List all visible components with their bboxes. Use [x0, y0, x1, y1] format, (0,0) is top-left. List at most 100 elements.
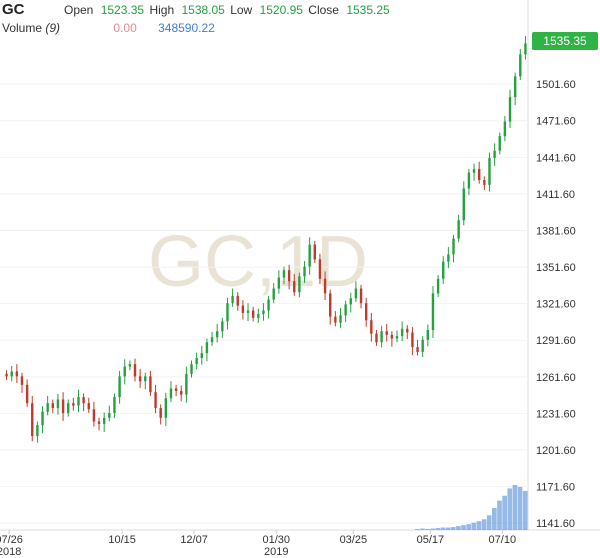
- x-tick-label: 03/25: [340, 534, 368, 546]
- candle-body: [421, 339, 424, 352]
- candle-body: [298, 276, 301, 293]
- volume-value-1: 0.00: [113, 21, 137, 35]
- volume-bar: [512, 485, 518, 530]
- candle-body: [354, 288, 358, 299]
- candle-body: [390, 334, 394, 339]
- candle-body: [467, 172, 471, 189]
- candle-body: [447, 254, 450, 262]
- close-label: Close: [308, 3, 339, 17]
- candle-body: [318, 259, 322, 279]
- candle-body: [344, 304, 347, 316]
- candle-body: [370, 320, 373, 334]
- candle-body: [457, 220, 460, 239]
- y-tick-label: 1201.60: [536, 445, 576, 457]
- low-value: 1520.95: [259, 3, 303, 17]
- x-tick-year: 2018: [0, 546, 21, 558]
- volume-bar: [461, 525, 466, 530]
- candle-body: [200, 353, 203, 359]
- candle-body: [77, 397, 80, 406]
- candle-body: [231, 295, 234, 304]
- volume-bar: [456, 526, 461, 530]
- candle-body: [257, 314, 260, 318]
- candle-body: [205, 342, 209, 354]
- volume-bar: [450, 527, 456, 530]
- candle-body: [133, 364, 137, 377]
- candle-body: [108, 412, 111, 418]
- candle-body: [426, 330, 430, 340]
- x-tick-label: 10/15: [108, 534, 136, 546]
- y-tick-label: 1141.60: [536, 518, 575, 530]
- y-tick-label: 1381.60: [536, 225, 576, 237]
- volume-bar: [497, 500, 502, 530]
- candle-body: [123, 366, 126, 377]
- volume-bar: [492, 507, 497, 530]
- x-tick-label: 07/10: [489, 534, 517, 546]
- volume-bar: [471, 522, 477, 530]
- candle-body: [185, 373, 188, 395]
- candle-body: [149, 376, 152, 393]
- candle-body: [236, 295, 239, 306]
- candle-body: [267, 299, 270, 311]
- candle-body: [25, 384, 29, 404]
- volume-bar: [466, 524, 471, 530]
- candle-body: [226, 303, 229, 322]
- candle-body: [87, 403, 90, 410]
- volume-period: (9): [45, 21, 61, 35]
- x-tick-label: 05/17: [417, 534, 445, 546]
- candle-body: [164, 398, 168, 418]
- y-tick-label: 1501.60: [536, 79, 576, 91]
- candle-body: [329, 293, 332, 317]
- candle-body: [385, 331, 388, 335]
- candle-body: [61, 399, 65, 413]
- volume-bar: [420, 528, 425, 530]
- candle-body: [308, 244, 311, 267]
- y-tick-label: 1231.60: [536, 408, 576, 420]
- volume-bar: [425, 529, 430, 530]
- volume-label: Volume: [2, 21, 43, 35]
- candle-body: [498, 136, 501, 151]
- candle-body: [241, 305, 245, 313]
- candle-body: [339, 315, 342, 323]
- ohlc-header: GC: [2, 1, 25, 18]
- volume-bar: [435, 528, 441, 530]
- watermark: GC,1D: [148, 222, 368, 302]
- x-tick-label: 07/26: [0, 534, 23, 546]
- y-axis: 1501.60 1471.60 1441.60 1411.60 1381.60 1351.…: [536, 79, 576, 530]
- candle-body: [524, 43, 527, 55]
- candle-body: [442, 261, 445, 279]
- candle-body: [180, 390, 183, 395]
- volume-bar: [502, 495, 507, 530]
- y-tick-label: 1291.60: [536, 335, 576, 347]
- candle-body: [251, 310, 255, 318]
- candle-body: [154, 392, 157, 409]
- candle-body: [246, 310, 250, 313]
- candle-body: [174, 388, 178, 391]
- candle-body: [416, 347, 419, 352]
- candle-body: [411, 332, 414, 348]
- candle-body: [395, 336, 399, 339]
- volume-bar: [481, 519, 487, 530]
- symbol: GC: [2, 1, 25, 18]
- candle-body: [483, 180, 486, 185]
- candle-body: [221, 321, 224, 332]
- candle-body: [20, 376, 24, 385]
- candle-body: [10, 371, 13, 377]
- candle-body: [488, 158, 491, 185]
- x-tick-label: 01/30: [263, 534, 291, 546]
- open-value: 1523.35: [100, 3, 145, 17]
- last-price-badge: 1535.35: [532, 32, 598, 50]
- volume-bar: [486, 515, 492, 530]
- candle-body: [375, 333, 378, 343]
- candle-body: [15, 371, 19, 377]
- candle-body: [313, 244, 317, 260]
- open-label: Open: [64, 3, 94, 17]
- y-tick-label: 1261.60: [536, 372, 576, 384]
- candle-body: [334, 316, 337, 323]
- candle-body: [5, 373, 8, 377]
- last-price-label: 1535.35: [543, 34, 587, 48]
- candle-body: [282, 270, 286, 278]
- candle-body: [31, 403, 34, 437]
- candle-body: [51, 403, 55, 409]
